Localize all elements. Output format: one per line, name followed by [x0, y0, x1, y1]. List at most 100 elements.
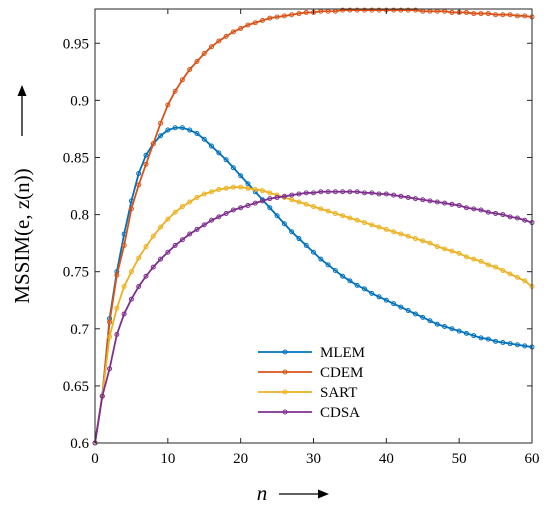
- data-point: [514, 274, 520, 280]
- data-point: [311, 204, 316, 210]
- data-point: [303, 9, 309, 15]
- data-point: [500, 339, 506, 345]
- data-point: [267, 190, 273, 196]
- legend-label: CDSA: [320, 405, 360, 421]
- y-axis-ticks: 0.6 0.65 0.7 0.75 0.8 0.85 0.9 0.95: [63, 36, 532, 452]
- data-point: [223, 157, 229, 163]
- data-point: [398, 304, 404, 310]
- data-point: [391, 192, 397, 198]
- data-point: [347, 278, 353, 284]
- data-point: [354, 282, 360, 288]
- data-point: [136, 284, 142, 290]
- x-tick-label: 40: [379, 451, 394, 467]
- data-point: [311, 190, 316, 196]
- data-point: [478, 258, 484, 264]
- data-point: [340, 189, 346, 195]
- data-point: [296, 236, 302, 242]
- data-point: [114, 305, 120, 311]
- data-point: [449, 248, 455, 254]
- data-point: [383, 191, 389, 197]
- x-tick-label: 0: [91, 451, 99, 467]
- data-point: [354, 189, 360, 195]
- data-point: [500, 212, 506, 218]
- data-point: [179, 77, 185, 83]
- data-point: [209, 143, 215, 149]
- data-point: [209, 217, 215, 223]
- data-point: [522, 13, 528, 19]
- data-point: [128, 269, 134, 275]
- data-point: [223, 210, 229, 216]
- data-point: [281, 193, 287, 199]
- data-point: [332, 268, 338, 274]
- data-point: [420, 314, 426, 320]
- data-point: [158, 224, 164, 230]
- data-point: [172, 125, 178, 131]
- y-tick-label: 0.6: [70, 436, 89, 452]
- data-point: [158, 120, 164, 126]
- y-axis-label: MSSIM(e, z(n)): [10, 85, 34, 304]
- data-point: [325, 189, 331, 195]
- data-point: [143, 152, 149, 158]
- data-point: [383, 226, 389, 232]
- data-point: [194, 226, 200, 232]
- plot-marks: [92, 7, 535, 446]
- data-point: [361, 220, 367, 226]
- data-point: [471, 333, 477, 339]
- data-point: [260, 198, 266, 204]
- series-line: [94, 190, 533, 444]
- data-point: [420, 197, 426, 203]
- data-point: [493, 12, 499, 18]
- data-point: [252, 20, 258, 26]
- data-point: [216, 214, 222, 220]
- data-point: [252, 200, 258, 206]
- data-point: [434, 244, 440, 250]
- data-point: [303, 242, 309, 248]
- data-point: [150, 233, 156, 239]
- data-point: [289, 192, 295, 198]
- data-point: [442, 324, 448, 330]
- data-point: [485, 11, 491, 17]
- data-point: [412, 236, 418, 242]
- data-point: [216, 38, 222, 44]
- data-point: [449, 201, 455, 207]
- series-sart: [92, 184, 535, 446]
- data-point: [201, 136, 207, 142]
- data-point: [493, 338, 499, 344]
- data-point: [442, 246, 448, 252]
- data-point: [223, 33, 229, 39]
- data-point: [347, 189, 353, 195]
- data-point: [485, 209, 491, 215]
- data-point: [303, 201, 309, 207]
- data-point: [434, 199, 440, 205]
- data-point: [187, 199, 193, 205]
- data-point: [252, 186, 258, 192]
- data-point: [289, 229, 295, 235]
- data-point: [121, 311, 127, 317]
- x-axis-arrowhead-icon: [318, 489, 329, 499]
- data-point: [514, 342, 520, 348]
- data-point: [340, 7, 346, 13]
- data-point: [136, 170, 142, 176]
- x-tick-label: 20: [233, 451, 248, 467]
- data-point: [245, 181, 251, 187]
- data-point: [456, 202, 462, 208]
- y-tick-label: 0.75: [63, 265, 89, 281]
- data-point: [194, 59, 200, 65]
- data-point: [245, 185, 251, 191]
- data-point: [332, 189, 338, 195]
- data-point: [500, 268, 506, 274]
- series-line: [94, 126, 533, 444]
- data-point: [296, 191, 302, 197]
- data-point: [361, 190, 367, 196]
- x-axis-label-text: n: [257, 481, 268, 505]
- data-point: [143, 273, 149, 279]
- data-point: [238, 184, 244, 190]
- data-point: [114, 332, 120, 337]
- data-point: [150, 141, 156, 147]
- data-point: [463, 205, 469, 211]
- y-tick-label: 0.8: [70, 208, 89, 224]
- data-point: [230, 207, 236, 213]
- data-point: [179, 204, 185, 210]
- data-point: [230, 184, 236, 190]
